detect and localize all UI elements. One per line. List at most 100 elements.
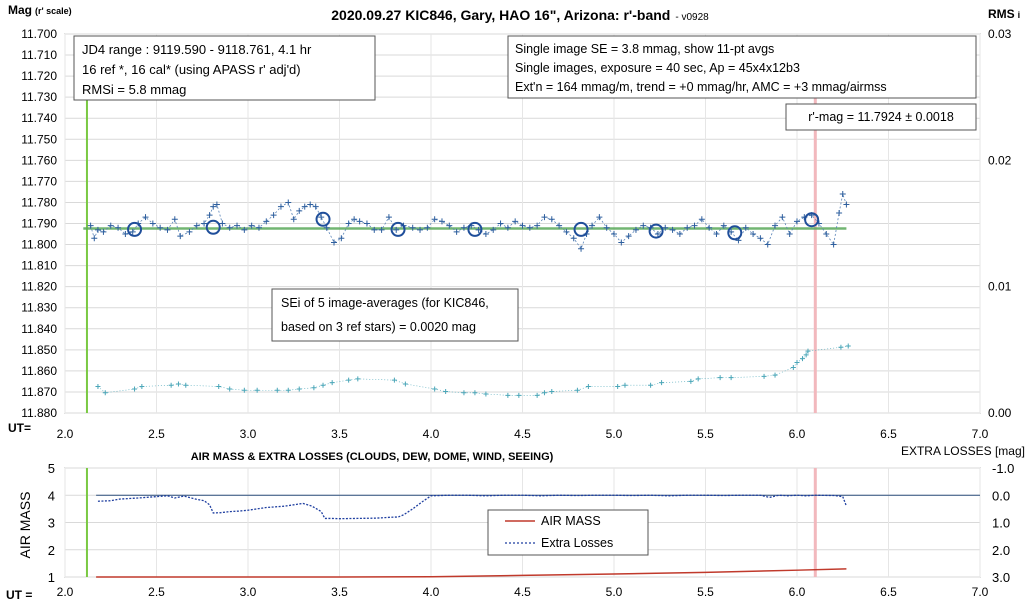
bottom-y-tick-label: 1	[48, 570, 55, 585]
bottom-x-tick-label: 5.5	[697, 585, 714, 599]
image-mag-point	[750, 231, 757, 238]
image-mag-point	[839, 191, 846, 198]
x-tick-label: 5.5	[697, 427, 714, 441]
y2-tick-label: 0.01	[988, 280, 1012, 294]
image-mag-point	[570, 235, 577, 242]
image-mag-point	[548, 216, 555, 223]
y2-tick-label: 0.03	[988, 27, 1012, 41]
rms-point	[728, 375, 734, 381]
image-mag-point	[142, 214, 149, 221]
y-tick-label: 11.870	[21, 385, 57, 399]
image-mag-point	[356, 218, 363, 225]
rms-point	[132, 386, 138, 392]
image-mag-point	[611, 231, 617, 238]
image-mag-point	[91, 235, 98, 242]
y-tick-label: 11.720	[21, 69, 57, 83]
average-point	[467, 221, 483, 237]
y2-tick-label: 0.02	[988, 153, 1012, 167]
chart-title: 2020.09.27 KIC846, Gary, HAO 16", Arizon…	[331, 7, 709, 23]
image-mag-point	[100, 228, 107, 235]
rms-point	[102, 390, 108, 396]
bottom-x-tick-label: 4.0	[423, 585, 440, 599]
rms-point	[443, 389, 449, 395]
observation-line: Single images, exposure = 40 sec, Ap = 4…	[515, 61, 800, 75]
bottom-y2-tick-label: 3.0	[992, 570, 1010, 585]
image-mag-point	[625, 233, 632, 240]
y-tick-label: 11.880	[21, 406, 57, 420]
rms-point	[183, 382, 189, 388]
y-axis-title: Mag (r' scale)	[8, 3, 72, 17]
image-mag-point	[720, 222, 727, 229]
y-tick-label: 11.710	[21, 48, 57, 62]
image-mag-point	[371, 226, 378, 233]
legend-label-air-mass: AIR MASS	[541, 514, 601, 528]
rms-point	[695, 376, 701, 382]
rms-point	[241, 387, 247, 393]
legend-label-extra-losses: Extra Losses	[541, 536, 613, 550]
rms-point	[772, 372, 778, 378]
bottom-x-tick-label: 6.0	[789, 585, 806, 599]
average-point	[127, 221, 143, 237]
image-mag-point	[446, 222, 453, 229]
rms-point	[585, 383, 591, 389]
image-mag-point	[596, 214, 603, 221]
rms-point	[139, 383, 145, 389]
image-mag-point	[843, 201, 850, 208]
image-mag-point	[234, 222, 241, 229]
bottom-y2-tick-label: 0.0	[992, 488, 1010, 503]
observation-line: Single image SE = 3.8 mmag, show 11-pt a…	[515, 42, 774, 56]
image-mag-point	[270, 212, 277, 219]
rms-point	[432, 386, 438, 392]
y-tick-label: 11.790	[21, 217, 57, 231]
rms-point	[516, 392, 522, 398]
image-mag-point	[213, 201, 220, 208]
image-mag-point	[534, 222, 541, 229]
image-mag-point	[285, 199, 292, 206]
image-mag-point	[149, 220, 156, 227]
y2-tick-label: 0.00	[988, 406, 1012, 420]
image-mag-point	[312, 203, 319, 210]
image-mag-point	[122, 231, 129, 238]
rms-point	[648, 382, 654, 388]
bottom-y-tick-label: 5	[48, 461, 55, 476]
image-mag-point	[318, 214, 325, 221]
y-tick-label: 11.740	[21, 111, 57, 125]
image-mag-point	[453, 228, 460, 235]
image-mag-point	[779, 214, 786, 221]
image-mag-point	[556, 222, 563, 229]
rms-point	[615, 383, 621, 389]
rms-point	[168, 382, 174, 388]
x-tick-label: 4.0	[423, 427, 440, 441]
image-mag-point	[632, 226, 639, 233]
x-tick-label: 3.0	[240, 427, 257, 441]
image-mag-point	[248, 222, 255, 229]
image-mag-point	[836, 209, 843, 216]
image-mag-point	[171, 216, 178, 223]
rms-point	[622, 382, 628, 388]
rms-point	[329, 380, 335, 386]
image-mag-point	[589, 222, 596, 229]
rms-point	[274, 387, 280, 393]
image-mag-point	[206, 212, 213, 219]
rms-point	[761, 373, 767, 379]
image-mag-point	[526, 224, 533, 231]
image-mag-point	[115, 224, 122, 231]
image-mag-point	[640, 222, 647, 229]
bottom-x-tick-label: 3.0	[240, 585, 257, 599]
image-mag-point	[201, 220, 208, 227]
y-tick-label: 11.770	[21, 174, 57, 188]
x-tick-label: 7.0	[972, 427, 989, 441]
image-mag-point	[684, 224, 691, 231]
rms-point	[175, 381, 181, 387]
image-mag-point	[177, 233, 184, 240]
rms-point	[95, 383, 101, 389]
x-axis-title: UT=	[8, 421, 31, 435]
rms-point	[688, 378, 694, 384]
image-mag-point	[830, 241, 837, 248]
y-tick-label: 11.840	[21, 322, 57, 336]
legend: AIR MASS Extra Losses	[487, 509, 649, 556]
rms-point	[659, 380, 665, 386]
image-mag-point	[654, 231, 661, 238]
